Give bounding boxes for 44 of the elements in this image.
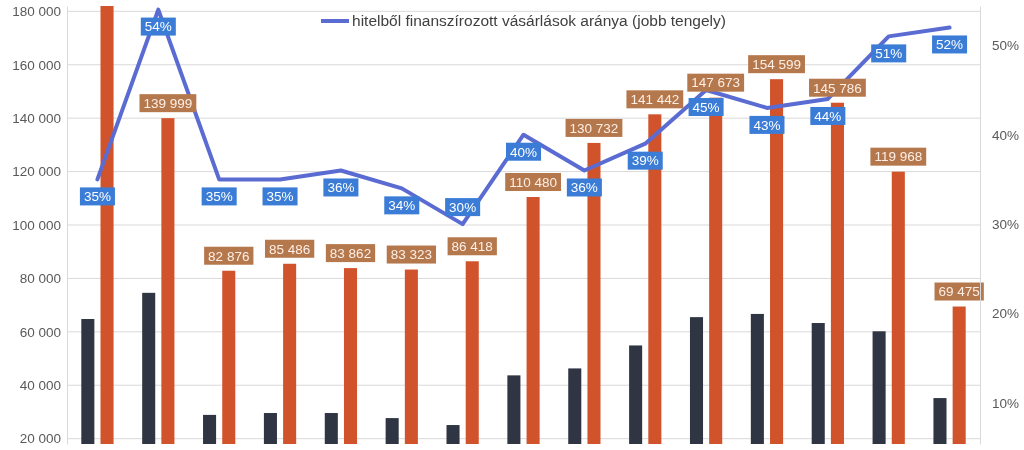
data-label: 43% [753,117,781,133]
y2-tick-label: 40% [992,127,1020,143]
data-label: 54% [144,19,172,35]
data-label: 83 862 [329,245,372,261]
y-tick-label: 160 000 [12,57,61,73]
data-label: 69 475 [938,284,980,300]
data-label: 35% [205,189,233,205]
data-label: 110 480 [509,174,558,190]
data-label: 45% [692,99,720,115]
data-label: 52% [936,37,964,53]
data-label: 83 323 [390,247,433,263]
y-tick-label: 20 000 [19,431,61,447]
data-label: 85 486 [268,241,311,257]
data-label: 51% [875,46,903,62]
data-label: 154 599 [752,56,801,72]
y-tick-label: 120 000 [12,164,61,180]
y-tick-label: 40 000 [19,378,61,394]
data-label: 141 442 [630,92,680,108]
data-label: 35% [266,189,294,205]
data-label: 130 732 [569,120,619,136]
data-label: 86 418 [451,239,493,255]
data-label: 35% [83,189,111,205]
legend-label: hitelből finanszírozott vásárlások aránya (jobb tengely) [352,12,726,29]
data-label: 36% [570,180,598,196]
y2-tick-label: 20% [992,306,1020,322]
data-label: 36% [327,180,355,196]
y-tick-label: 140 000 [12,110,61,126]
y-tick-label: 80 000 [19,271,61,287]
data-label: 119 968 [874,149,923,165]
data-label: 44% [814,108,842,124]
y2-tick-label: 50% [992,38,1020,54]
data-label: 147 673 [691,75,741,91]
y-tick-label: 100 000 [12,217,61,233]
data-label: 139 999 [143,95,193,111]
y2-tick-label: 10% [992,395,1020,411]
data-label: 82 876 [208,248,250,264]
data-label: 39% [631,153,659,169]
y-tick-label: 60 000 [19,324,61,340]
data-label: 145 786 [813,80,862,96]
data-label: 40% [509,144,538,160]
y2-tick-label: 30% [992,216,1020,232]
data-label: 34% [388,198,416,214]
y-tick-label: 180 000 [12,4,61,20]
data-label: 30% [449,199,477,215]
